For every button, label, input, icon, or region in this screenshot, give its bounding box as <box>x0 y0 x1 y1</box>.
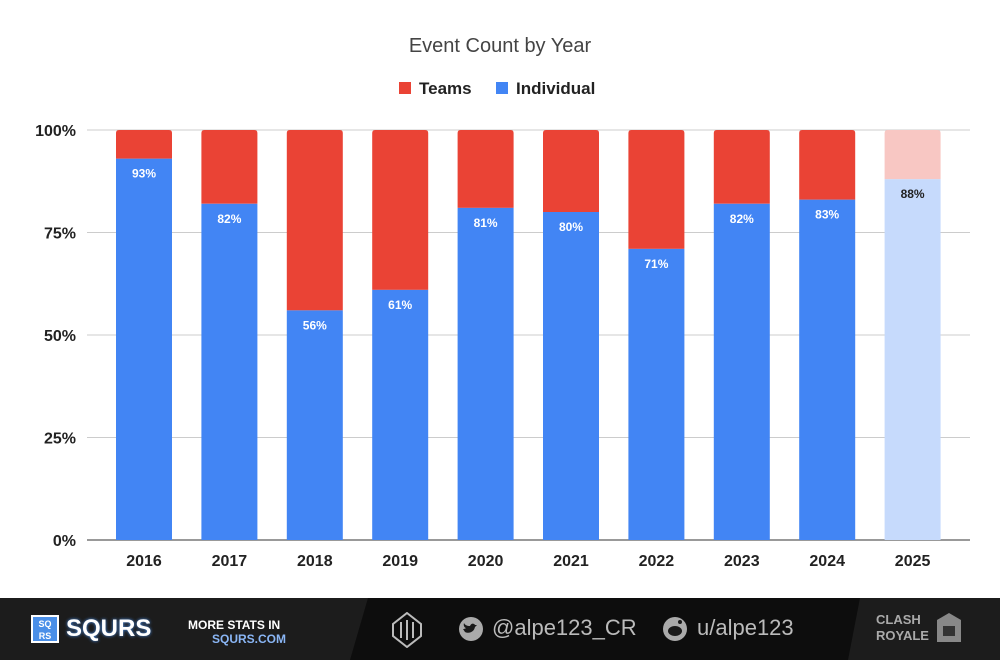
data-label-2020: 81% <box>474 216 498 230</box>
y-tick-label: 25% <box>44 431 76 448</box>
data-label-2022: 71% <box>644 257 668 271</box>
chart: Event Count by Year Teams Individual 0% 25… <box>35 35 970 570</box>
bar-individual-2020 <box>457 207 514 540</box>
brand-name: SQURS <box>66 615 152 642</box>
x-tick-label: 2022 <box>639 553 675 570</box>
bar-teams-2020 <box>457 130 514 208</box>
reddit-icon <box>663 617 687 641</box>
twitter-icon <box>459 617 483 641</box>
legend-label: Individual <box>516 79 595 98</box>
bar-teams-2018 <box>286 130 343 311</box>
data-label-2019: 61% <box>388 298 412 312</box>
bar-teams-2021 <box>543 130 599 212</box>
data-label-2017: 82% <box>217 212 241 226</box>
bar-individual-2021 <box>543 212 599 540</box>
x-tick-label: 2023 <box>724 553 760 570</box>
x-tick-label: 2018 <box>297 553 333 570</box>
legend: Teams Individual <box>399 79 595 98</box>
y-tick-label: 100% <box>35 123 76 140</box>
reddit-handle[interactable]: u/alpe123 <box>697 615 794 640</box>
squrs-logo-icon: SQ RS <box>31 615 59 643</box>
legend-swatch-teams <box>399 82 411 94</box>
bar-individual-2019 <box>372 289 429 540</box>
bar-individual-2017 <box>201 203 258 541</box>
clash-royale-crown-icon <box>937 613 961 642</box>
x-tick-label: 2025 <box>895 553 931 570</box>
more-stats-text: MORE STATS IN <box>188 618 281 632</box>
bar-individual-2022 <box>628 248 685 540</box>
clash-royale-logo: CLASH ROYALE <box>876 612 929 643</box>
x-tick-label: 2019 <box>382 553 418 570</box>
bar-teams-2019 <box>372 130 429 290</box>
bar-teams-2023 <box>713 130 770 204</box>
bar-individual-2018 <box>286 310 343 540</box>
x-tick-label: 2020 <box>468 553 504 570</box>
site-link[interactable]: SQURS.COM <box>212 632 287 646</box>
x-tick-label: 2016 <box>126 553 162 570</box>
y-tick-label: 50% <box>44 328 76 345</box>
author-logo-icon <box>392 612 422 648</box>
y-tick-label: 0% <box>53 533 76 550</box>
legend-swatch-individual <box>496 82 508 94</box>
footer: SQ RS SQURS MORE STATS IN SQURS.COM @alp… <box>0 598 1000 660</box>
bar-teams-2022 <box>628 130 685 249</box>
legend-label: Teams <box>419 79 472 98</box>
twitter-handle[interactable]: @alpe123_CR <box>492 615 637 640</box>
bar-individual-2023 <box>713 203 770 541</box>
bar-teams-2016 <box>116 130 172 159</box>
x-tick-label: 2017 <box>212 553 248 570</box>
chart-title: Event Count by Year <box>409 35 592 57</box>
bar-teams-2025 <box>884 130 941 180</box>
bar-teams-2017 <box>201 130 258 204</box>
y-tick-label: 75% <box>44 226 76 243</box>
data-label-2016: 93% <box>132 167 156 181</box>
data-label-2021: 80% <box>559 220 583 234</box>
bar-individual-2024 <box>799 199 856 540</box>
x-tick-label: 2021 <box>553 553 589 570</box>
footer-social-panel <box>350 598 860 660</box>
data-label-2025: 88% <box>901 187 925 201</box>
x-tick-label: 2024 <box>809 553 845 570</box>
bar-teams-2024 <box>799 130 856 200</box>
data-label-2018: 56% <box>303 318 327 332</box>
data-label-2024: 83% <box>815 208 839 222</box>
bar-individual-2016 <box>116 158 172 540</box>
bar-individual-2025 <box>884 179 941 540</box>
data-label-2023: 82% <box>730 212 754 226</box>
